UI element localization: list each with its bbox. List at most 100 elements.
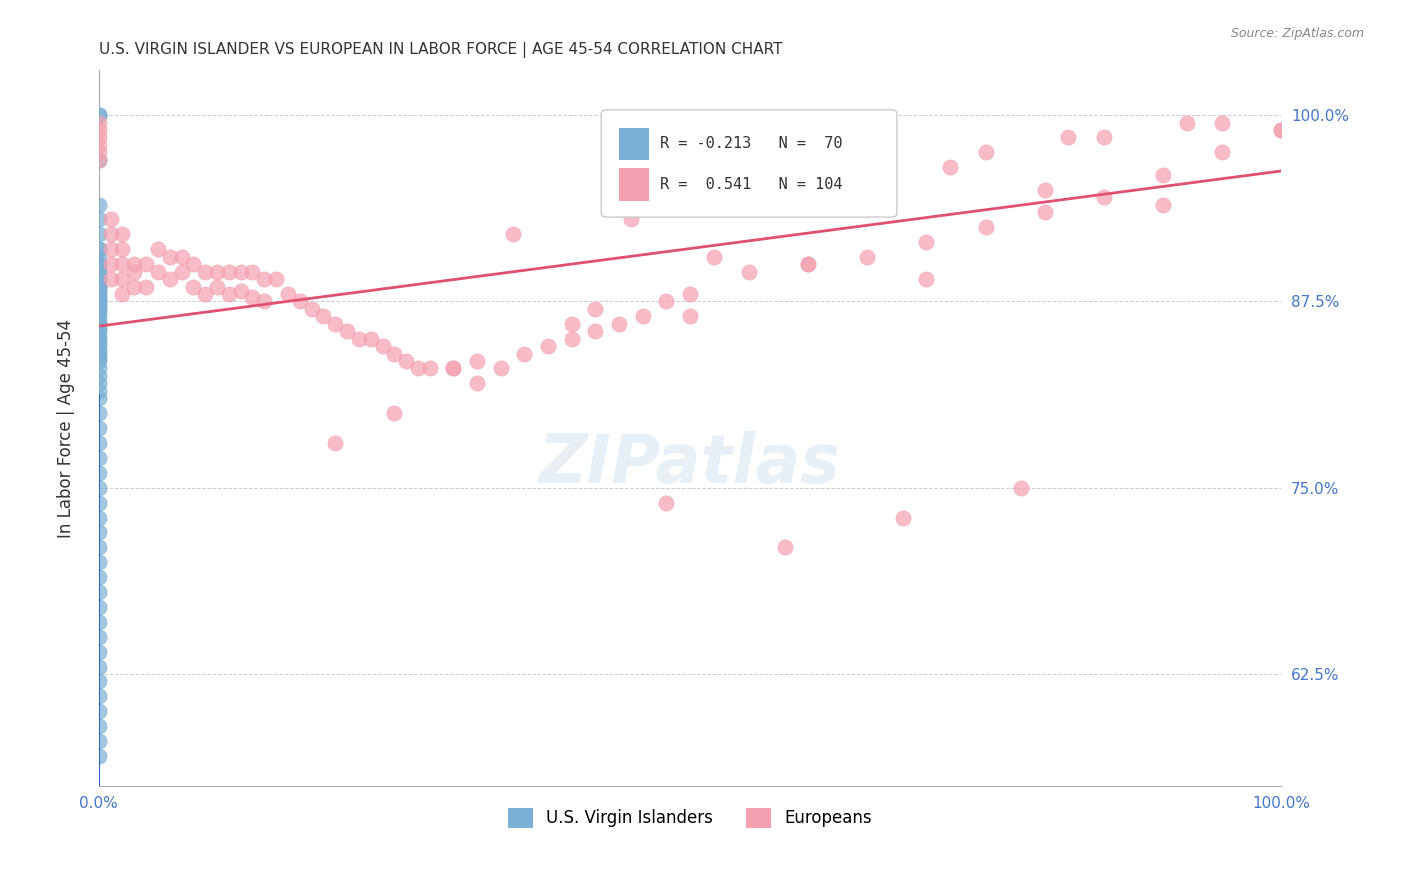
Point	[502, 227, 524, 242]
Point	[419, 361, 441, 376]
Point	[87, 242, 110, 256]
Point	[87, 317, 110, 331]
Point	[87, 290, 110, 304]
Point	[821, 197, 844, 211]
Point	[159, 272, 181, 286]
Point	[87, 272, 110, 286]
Point	[87, 284, 110, 298]
Point	[87, 287, 110, 301]
Point	[87, 510, 110, 524]
Point	[915, 272, 938, 286]
Point	[87, 123, 110, 137]
Point	[347, 332, 370, 346]
Point	[87, 324, 110, 338]
Point	[915, 235, 938, 249]
Point	[797, 257, 820, 271]
Point	[87, 108, 110, 122]
Point	[87, 466, 110, 480]
Point	[229, 284, 252, 298]
Point	[655, 495, 678, 509]
Text: ZIPatlas: ZIPatlas	[538, 431, 841, 497]
Point	[87, 137, 110, 152]
Point	[631, 310, 654, 324]
Point	[87, 339, 110, 353]
Bar	[619, 128, 648, 160]
Point	[87, 279, 110, 293]
Point	[974, 219, 997, 234]
Point	[100, 272, 122, 286]
Point	[100, 227, 122, 242]
Point	[87, 153, 110, 167]
Point	[797, 257, 820, 271]
Point	[395, 354, 418, 368]
Point	[218, 287, 240, 301]
Point	[87, 346, 110, 360]
Point	[194, 265, 217, 279]
Point	[87, 645, 110, 659]
Point	[87, 332, 110, 346]
Point	[939, 161, 962, 175]
Point	[465, 376, 488, 391]
Point	[87, 450, 110, 465]
Point	[87, 272, 110, 286]
Point	[561, 317, 583, 331]
Point	[87, 570, 110, 584]
Point	[679, 287, 702, 301]
Point	[856, 161, 879, 175]
Point	[87, 250, 110, 264]
Point	[242, 265, 264, 279]
FancyBboxPatch shape	[602, 110, 897, 217]
Point	[537, 339, 560, 353]
Point	[87, 115, 110, 129]
Point	[87, 336, 110, 351]
Point	[87, 481, 110, 495]
Point	[1033, 205, 1056, 219]
Point	[1010, 481, 1032, 495]
Point	[253, 294, 276, 309]
Point	[583, 324, 606, 338]
Point	[1152, 168, 1174, 182]
Point	[974, 145, 997, 160]
Point	[87, 265, 110, 279]
Point	[218, 265, 240, 279]
Point	[1092, 130, 1115, 145]
Point	[100, 257, 122, 271]
Point	[194, 287, 217, 301]
Point	[87, 197, 110, 211]
Point	[277, 287, 299, 301]
Point	[122, 257, 145, 271]
Point	[382, 406, 405, 420]
Point	[561, 332, 583, 346]
Point	[288, 294, 311, 309]
Point	[443, 361, 465, 376]
Point	[87, 392, 110, 406]
Point	[229, 265, 252, 279]
Point	[87, 406, 110, 420]
Point	[87, 599, 110, 614]
Point	[87, 734, 110, 748]
Point	[146, 242, 169, 256]
Point	[1033, 183, 1056, 197]
Point	[87, 659, 110, 673]
Point	[111, 272, 134, 286]
Point	[87, 305, 110, 319]
Point	[87, 145, 110, 160]
Point	[87, 436, 110, 450]
Point	[1211, 115, 1233, 129]
Point	[122, 265, 145, 279]
Point	[87, 294, 110, 309]
Point	[87, 541, 110, 555]
Point	[87, 555, 110, 569]
Point	[146, 265, 169, 279]
Point	[87, 310, 110, 324]
Point	[1211, 145, 1233, 160]
Point	[87, 749, 110, 764]
Point	[87, 704, 110, 718]
Point	[87, 257, 110, 271]
Point	[87, 615, 110, 629]
Point	[87, 299, 110, 313]
Point	[87, 674, 110, 689]
Point	[87, 719, 110, 733]
Point	[87, 376, 110, 391]
Point	[360, 332, 382, 346]
